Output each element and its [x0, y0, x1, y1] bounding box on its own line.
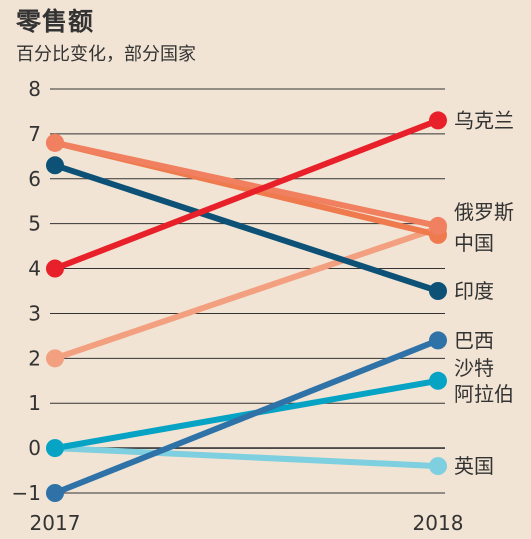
series-line	[52, 117, 441, 272]
series-line	[52, 225, 441, 362]
y-tick-label: 2	[28, 346, 41, 370]
y-tick-label: 0	[28, 436, 41, 460]
gridlines	[50, 88, 445, 494]
series-label: 中国	[454, 231, 494, 255]
series-label: 阿拉伯	[454, 382, 514, 406]
series-label: 印度	[454, 279, 494, 303]
y-tick-label: 4	[28, 257, 41, 281]
data-point	[429, 457, 447, 476]
y-tick-label: 7	[28, 122, 41, 146]
y-tick-label: 5	[28, 212, 41, 236]
series-label: 英国	[454, 454, 494, 478]
chart-title: 零售额	[16, 7, 95, 36]
chart-subtitle: 百分比变化，部分国家	[16, 44, 196, 65]
data-point	[429, 111, 447, 130]
series-line	[52, 139, 441, 229]
y-tick-label: 6	[28, 167, 41, 191]
data-point	[429, 282, 447, 300]
y-tick-label: −1	[12, 481, 41, 505]
series-line	[52, 445, 441, 470]
x-tick-label: 2017	[30, 511, 81, 535]
series-label: 沙特	[454, 356, 494, 380]
y-tick-label: 1	[28, 391, 41, 415]
data-point	[46, 349, 64, 368]
data-point	[429, 371, 447, 390]
series-lines	[52, 117, 441, 496]
y-axis-ticks: −1 0 1 2 3 4 5 6 7 8	[12, 77, 41, 505]
y-tick-label: 8	[28, 77, 41, 101]
series-points	[46, 111, 447, 502]
data-point	[46, 259, 64, 278]
series-label: 巴西	[454, 328, 494, 352]
series-label: 俄罗斯	[454, 200, 514, 224]
x-axis-ticks: 2017 2018	[30, 511, 464, 535]
series-label: 乌克兰	[454, 108, 514, 132]
data-point	[46, 439, 64, 458]
series-line	[52, 337, 441, 496]
series-line	[52, 162, 441, 294]
data-point	[46, 133, 64, 152]
y-tick-label: 3	[28, 301, 41, 325]
data-point	[429, 216, 447, 235]
data-point	[46, 156, 64, 175]
data-point	[429, 331, 447, 350]
data-point	[46, 484, 64, 502]
x-tick-label: 2018	[413, 511, 464, 535]
